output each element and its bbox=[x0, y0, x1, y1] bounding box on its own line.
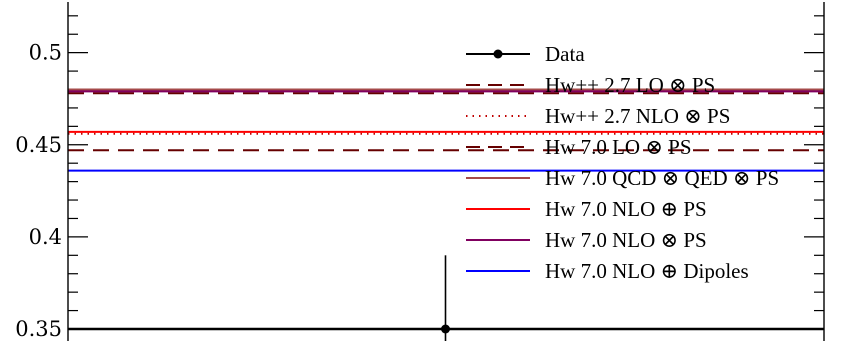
data-point bbox=[441, 324, 450, 334]
legend: Data Hw++ 2.7 LO ⊗ PS Hw++ 2.7 NLO ⊗ PS Hw … bbox=[466, 42, 779, 283]
legend-label: Hw 7.0 NLO ⊕ PS bbox=[545, 197, 707, 221]
y-tick-label: 0.5 bbox=[29, 41, 62, 65]
plot-frame bbox=[67, 2, 825, 341]
y-tick-label: 0.35 bbox=[15, 317, 62, 341]
data-series bbox=[68, 255, 824, 341]
y-tick-label: 0.4 bbox=[29, 225, 62, 249]
series-lines bbox=[68, 88, 824, 172]
y-axis-ticks: 0.35 0.4 0.45 0.5 bbox=[15, 15, 824, 341]
legend-label: Hw 7.0 QCD ⊗ QED ⊗ PS bbox=[545, 166, 779, 190]
legend-label: Hw 7.0 NLO ⊗ PS bbox=[545, 228, 707, 252]
legend-label: Data bbox=[545, 42, 585, 66]
legend-marker bbox=[493, 49, 503, 59]
legend-label: Hw 7.0 NLO ⊕ Dipoles bbox=[545, 259, 749, 283]
y-tick-label: 0.45 bbox=[15, 133, 62, 157]
legend-label: Hw++ 2.7 NLO ⊗ PS bbox=[545, 104, 730, 128]
legend-label: Hw 7.0 LO ⊗ PS bbox=[545, 135, 692, 159]
legend-label: Hw++ 2.7 LO ⊗ PS bbox=[545, 73, 715, 97]
